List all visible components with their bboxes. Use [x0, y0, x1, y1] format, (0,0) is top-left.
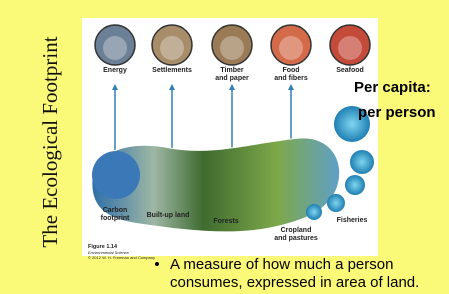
region-label: Built-up land [147, 212, 190, 219]
icon-label: Seafood [336, 67, 364, 74]
region-label: and pastures [274, 235, 318, 242]
toe [345, 175, 365, 195]
icon-inner [220, 36, 244, 60]
figure-credit: © 2012 W. H. Freeman and Company [88, 255, 155, 260]
toe [350, 150, 374, 174]
icon-label: and paper [215, 75, 249, 82]
region-label: Forests [213, 218, 238, 225]
region-label: Cropland [281, 227, 312, 234]
icon-label: Energy [103, 67, 127, 74]
region-label: footprint [101, 215, 130, 222]
icon-inner [338, 36, 362, 60]
toe [306, 204, 322, 220]
side-text: per person [358, 104, 436, 121]
icon-label: and fibers [274, 75, 308, 82]
icon-inner [279, 36, 303, 60]
slide: The Ecological Footprint Energy Settlemen… [0, 0, 449, 294]
toe [327, 194, 345, 212]
bullet-text: A measure of how much a person [170, 256, 393, 273]
icon-label: Settlements [152, 67, 192, 74]
icon-label: Food [282, 67, 299, 74]
earth [92, 151, 140, 199]
icon-inner [103, 36, 127, 60]
bullet-text: consumes, expressed in area of land. [170, 274, 419, 291]
region-label: Fisheries [337, 217, 368, 224]
icon-label: Timber [220, 67, 243, 74]
bullet-dot [155, 262, 159, 266]
slide-title: The Ecological Footprint [38, 36, 62, 247]
region-label: Carbon [103, 207, 128, 214]
side-text: Per capita: [354, 79, 431, 96]
icon-inner [160, 36, 184, 60]
